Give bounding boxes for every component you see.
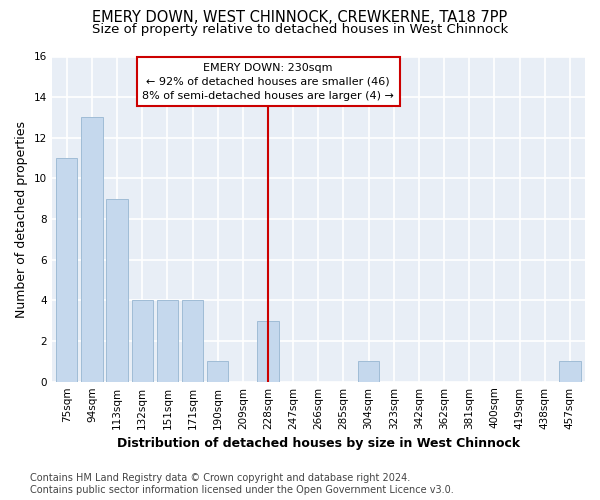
Bar bbox=[56, 158, 77, 382]
X-axis label: Distribution of detached houses by size in West Chinnock: Distribution of detached houses by size … bbox=[117, 437, 520, 450]
Y-axis label: Number of detached properties: Number of detached properties bbox=[15, 120, 28, 318]
Text: EMERY DOWN, WEST CHINNOCK, CREWKERNE, TA18 7PP: EMERY DOWN, WEST CHINNOCK, CREWKERNE, TA… bbox=[92, 10, 508, 25]
Text: Contains HM Land Registry data © Crown copyright and database right 2024.
Contai: Contains HM Land Registry data © Crown c… bbox=[30, 474, 454, 495]
Text: EMERY DOWN: 230sqm
← 92% of detached houses are smaller (46)
8% of semi-detached: EMERY DOWN: 230sqm ← 92% of detached hou… bbox=[142, 62, 394, 100]
Bar bbox=[182, 300, 203, 382]
Bar bbox=[131, 300, 153, 382]
Bar bbox=[81, 118, 103, 382]
Text: Size of property relative to detached houses in West Chinnock: Size of property relative to detached ho… bbox=[92, 22, 508, 36]
Bar bbox=[157, 300, 178, 382]
Bar bbox=[207, 362, 229, 382]
Bar bbox=[106, 199, 128, 382]
Bar bbox=[559, 362, 581, 382]
Bar bbox=[257, 320, 279, 382]
Bar bbox=[358, 362, 379, 382]
